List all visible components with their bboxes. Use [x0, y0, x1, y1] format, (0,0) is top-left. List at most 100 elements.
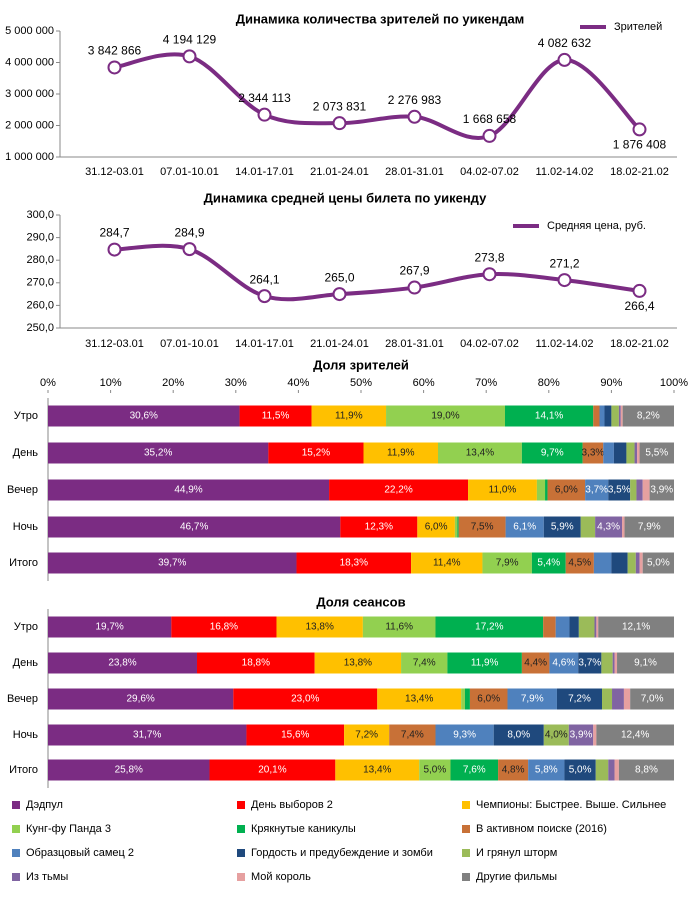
bar-segment — [48, 688, 234, 710]
legend-swatch — [462, 873, 470, 881]
y-tick-label: 260,0 — [26, 299, 54, 311]
x-tick-label: 11.02-14.02 — [536, 338, 594, 350]
y-tick-label: Утро — [14, 621, 38, 633]
y-tick-label: Вечер — [7, 693, 38, 705]
legend-label: Зрителей — [614, 21, 662, 33]
legend-swatch — [12, 825, 20, 833]
data-label: 284,9 — [174, 225, 204, 239]
data-label: 3,9% — [570, 730, 593, 741]
y-tick-label: Ночь — [13, 729, 39, 741]
data-label: 19,0% — [431, 411, 459, 422]
bar-segment — [482, 552, 532, 574]
bar-segment — [48, 724, 247, 746]
data-label: 17,2% — [475, 622, 503, 633]
x-tick-label: 28.01-31.01 — [385, 338, 444, 350]
bar-segment — [389, 724, 436, 746]
bar-segment — [564, 759, 596, 781]
data-label: 31,7% — [133, 730, 161, 741]
bar-segment — [617, 652, 674, 674]
data-label: 3,9% — [650, 485, 673, 496]
data-label: 12,1% — [622, 622, 650, 633]
series-line — [114, 243, 640, 302]
data-label: 4,3% — [597, 522, 620, 533]
bar-segment — [461, 688, 465, 710]
x-tick-label: 18.02-21.02 — [610, 338, 669, 350]
data-label: 8,8% — [635, 765, 658, 776]
bar-segment — [555, 616, 570, 638]
data-label: 9,7% — [541, 448, 564, 459]
x-tick-label: 28.01-31.01 — [385, 166, 444, 178]
x-tick-label: 21.01-24.01 — [310, 166, 369, 178]
data-label: 3,7% — [585, 485, 608, 496]
data-label: 266,4 — [624, 299, 654, 313]
data-label: 9,3% — [453, 730, 476, 741]
x-tick-label: 31.12-03.01 — [85, 166, 144, 178]
bar-segment — [377, 688, 462, 710]
bar-segment — [614, 652, 618, 674]
point — [482, 128, 497, 143]
bar-segment — [344, 724, 390, 746]
bar-segment — [599, 405, 605, 427]
data-label: 4 082 632 — [538, 36, 592, 50]
legend-swatch — [462, 801, 470, 809]
data-label: 264,1 — [249, 272, 279, 286]
data-label: 7,0% — [641, 694, 664, 705]
data-label: 6,0% — [425, 522, 448, 533]
data-label: 23,0% — [291, 694, 319, 705]
bar-segment — [386, 405, 505, 427]
bar-segment — [543, 516, 581, 538]
chart-title: Динамика средней цены билета по уикенду — [204, 190, 487, 205]
bar-segment — [493, 724, 544, 746]
bar-segment — [504, 405, 594, 427]
bar-segment — [569, 616, 579, 638]
data-label: 22,2% — [384, 485, 412, 496]
bar-segment — [547, 479, 586, 501]
data-label: 11,0% — [489, 485, 517, 496]
data-label: 1 668 658 — [463, 112, 517, 126]
bar-segment — [593, 405, 600, 427]
bar-segment — [171, 616, 277, 638]
bar-segment — [464, 688, 470, 710]
data-label: 5,4% — [537, 558, 560, 569]
bar-segment — [578, 652, 602, 674]
legend-label: Другие фильмы — [476, 871, 557, 883]
bar-segment — [614, 759, 619, 781]
point — [182, 49, 197, 64]
bar-segment — [639, 552, 643, 574]
legend-swatch — [237, 801, 245, 809]
data-label: 44,9% — [174, 485, 202, 496]
bar-segment — [593, 552, 612, 574]
x-tick-label: 14.01-17.01 — [235, 338, 294, 350]
bar-segment — [630, 688, 674, 710]
bar-segment — [601, 652, 613, 674]
data-label: 4,4% — [524, 658, 547, 669]
legend-label: Образцовый самец 2 — [26, 847, 134, 859]
data-label: 265,0 — [324, 270, 354, 284]
data-label: 7,4% — [401, 730, 424, 741]
legend-label: Крякнутые каникулы — [251, 823, 356, 835]
bar-segment — [48, 405, 240, 427]
point — [332, 287, 347, 302]
legend-label: Гордость и предубеждение и зомби — [251, 847, 433, 859]
bar-segment — [637, 442, 640, 464]
bar-segment — [363, 442, 438, 464]
bar-segment — [276, 616, 363, 638]
bar-segment — [314, 652, 402, 674]
bar-segment — [469, 688, 508, 710]
bar-segment — [582, 442, 604, 464]
data-label: 7,6% — [463, 765, 486, 776]
x-tick-label: 90% — [600, 377, 622, 389]
bar-segment — [549, 652, 579, 674]
data-label: 6,0% — [477, 694, 500, 705]
bar-segment — [505, 516, 544, 538]
data-label: 3,5% — [608, 485, 631, 496]
bar-segment — [642, 552, 674, 574]
data-label: 7,9% — [638, 522, 661, 533]
bar-segment — [611, 405, 619, 427]
data-label: 5,0% — [569, 765, 592, 776]
series-line — [114, 52, 641, 140]
legend-label: Чемпионы: Быстрее. Выше. Сильнее — [476, 799, 666, 811]
point — [257, 107, 272, 122]
data-label: 1 876 408 — [613, 138, 667, 152]
bar-segment — [521, 442, 583, 464]
